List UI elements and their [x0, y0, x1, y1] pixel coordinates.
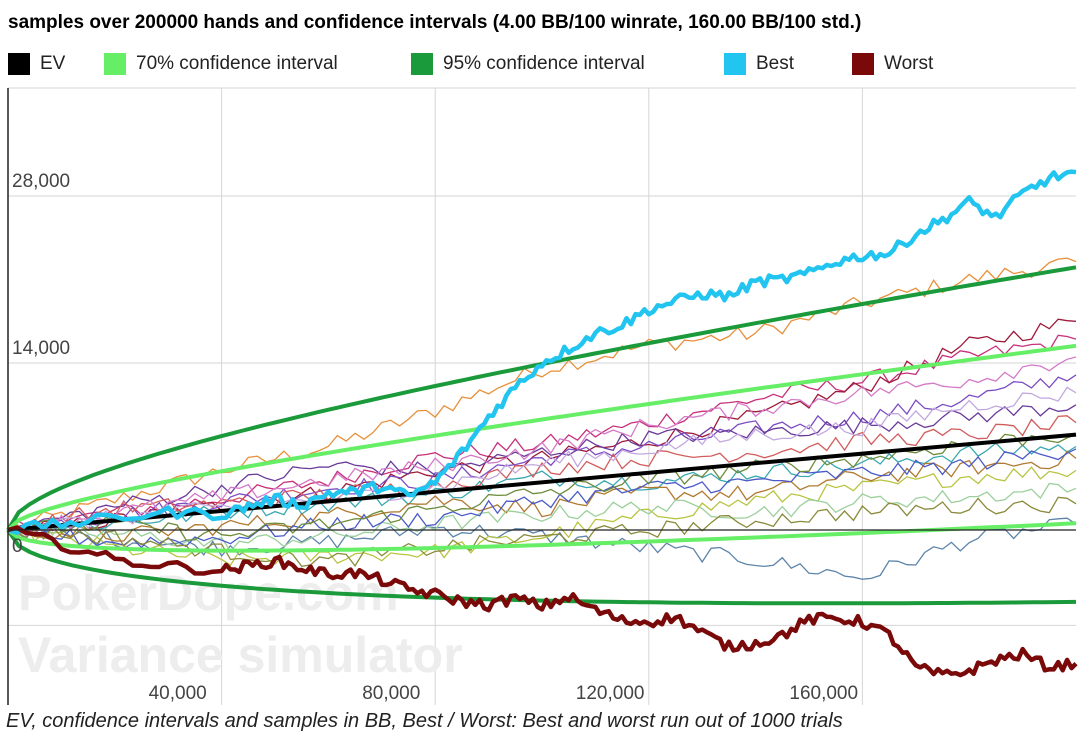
legend-item-ev[interactable]: EV: [8, 53, 65, 75]
legend-label-best: Best: [756, 53, 795, 74]
legend-item-worst[interactable]: Worst: [852, 53, 933, 75]
ci70-lower-line: [6, 521, 1077, 553]
x-tick-label-1: 80,000: [362, 683, 420, 704]
sample-line-7: [7, 442, 1077, 537]
sample-line-8: [7, 450, 1077, 542]
x-tick-label-3: 160,000: [789, 683, 858, 704]
worst-line: [7, 525, 1078, 678]
y-tick-label-0: 0: [12, 536, 23, 557]
sample-line-11: [7, 415, 1077, 536]
axes: [7, 88, 1076, 705]
legend-label-ev: EV: [40, 53, 66, 74]
sample-line-13: [7, 386, 1077, 537]
sample-line-12: [7, 448, 1077, 549]
sample-line-1: [7, 257, 1077, 531]
y-tick-label-1: 14,000: [12, 338, 70, 359]
tick-labels: 40,000 80,000 120,000 160,000 0 14,000 28,000: [12, 171, 858, 704]
sample-line-6: [7, 466, 1077, 566]
legend-swatch-70-ci: [104, 53, 126, 75]
confidence-bands: [6, 265, 1077, 606]
x-tick-label-2: 120,000: [576, 683, 645, 704]
sample-line-14: [7, 496, 1077, 568]
legend-swatch-ev: [8, 53, 30, 75]
legend-item-best[interactable]: Best: [724, 53, 794, 75]
sample-series: [7, 257, 1077, 580]
legend-label-worst: Worst: [884, 53, 934, 74]
ci70-upper-line: [6, 343, 1077, 532]
ci95-upper-line: [6, 265, 1077, 532]
legend-item-95-ci[interactable]: 95% confidence interval: [411, 53, 645, 75]
sample-line-9: [7, 404, 1077, 534]
chart-title: samples over 200000 hands and confidence…: [8, 12, 862, 33]
legend-swatch-best: [724, 53, 746, 75]
best-worst-series: [7, 169, 1078, 678]
legend-label-70-ci: 70% confidence interval: [136, 53, 338, 74]
legend-swatch-worst: [852, 53, 874, 75]
y-tick-label-2: 28,000: [12, 171, 70, 192]
ci95-lower-line: [6, 528, 1077, 606]
chart-caption: EV, confidence intervals and samples in …: [6, 710, 843, 732]
legend-item-70-ci[interactable]: 70% confidence interval: [104, 53, 338, 75]
legend-label-95-ci: 95% confidence interval: [443, 53, 645, 74]
legend-swatch-95-ci: [411, 53, 433, 75]
sample-line-10: [7, 482, 1077, 553]
watermark-line-2: Variance simulator: [18, 627, 463, 683]
x-tick-label-0: 40,000: [149, 683, 207, 704]
sample-line-15: [7, 356, 1077, 537]
sample-line-4: [7, 374, 1077, 535]
watermark: PokerDope.com Variance simulator: [18, 565, 463, 683]
best-line: [7, 169, 1077, 535]
